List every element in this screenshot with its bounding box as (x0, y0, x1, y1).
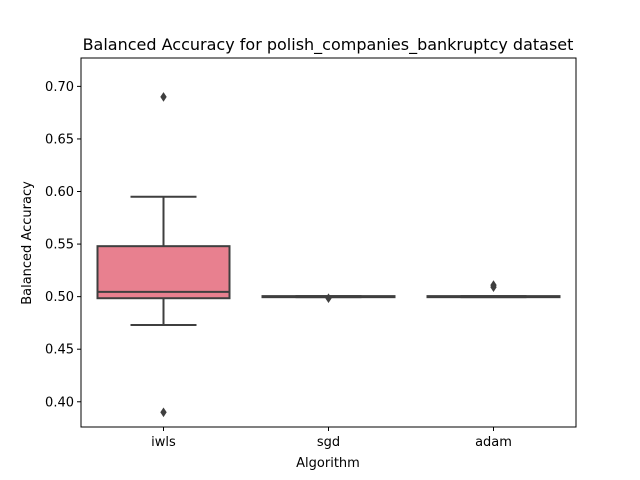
y-tick-label: 0.50 (45, 290, 74, 305)
y-tick-label: 0.45 (45, 343, 74, 358)
y-tick-label: 0.40 (45, 395, 74, 410)
y-tick-label: 0.65 (45, 132, 74, 147)
outlier-point (160, 407, 167, 418)
x-axis-label: Algorithm (296, 456, 360, 471)
plot-area: 0.40 0.45 0.50 0.55 0.60 0.65 0.70 iwls sgd adam (45, 57, 577, 450)
x-tick-label: adam (475, 435, 512, 450)
outlier-point (490, 282, 497, 292)
box-iwls (96, 245, 231, 300)
x-tick-label: sgd (317, 435, 340, 450)
y-tick-label: 0.70 (45, 80, 74, 95)
x-tick-label: iwls (151, 435, 176, 450)
y-tick-label: 0.60 (45, 185, 74, 200)
chart-title: Balanced Accuracy for polish_companies_b… (83, 35, 574, 55)
y-axis-label: Balanced Accuracy (20, 181, 35, 305)
outlier-point (325, 293, 332, 304)
outlier-point (160, 92, 167, 102)
plot-frame (80, 57, 577, 428)
y-tick-label: 0.55 (45, 238, 74, 253)
